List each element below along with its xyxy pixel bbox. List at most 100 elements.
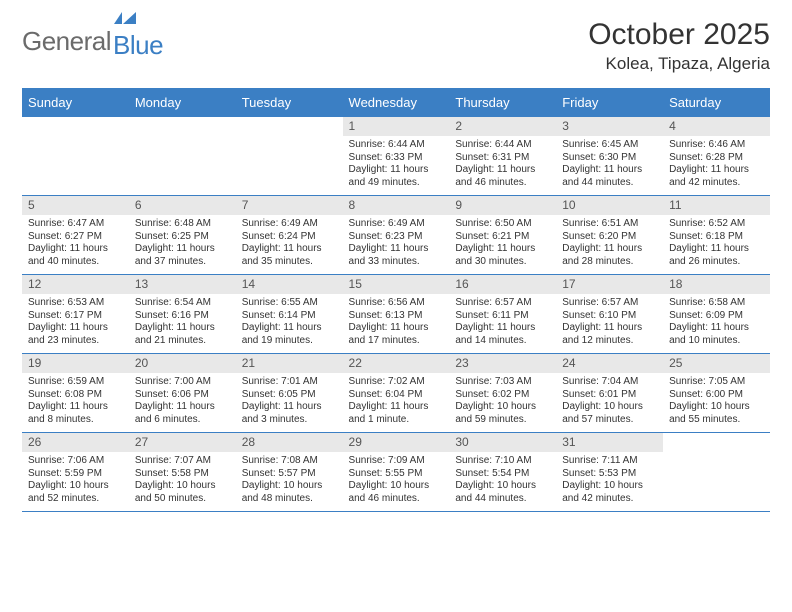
sunset-text: Sunset: 6:00 PM [669,389,764,402]
day-details: Sunrise: 7:04 AMSunset: 6:01 PMDaylight:… [556,373,663,432]
daylight-text: Daylight: 11 hours and 8 minutes. [28,401,123,426]
day-number: 3 [556,117,663,136]
sunrise-text: Sunrise: 6:44 AM [455,139,550,152]
day-number: 9 [449,196,556,215]
sunset-text: Sunset: 6:20 PM [562,231,657,244]
calendar-cell: 17Sunrise: 6:57 AMSunset: 6:10 PMDayligh… [556,275,663,354]
sunset-text: Sunset: 5:54 PM [455,468,550,481]
sunset-text: Sunset: 6:04 PM [349,389,444,402]
daylight-text: Daylight: 10 hours and 50 minutes. [135,480,230,505]
daylight-text: Daylight: 11 hours and 26 minutes. [669,243,764,268]
day-details [22,136,129,194]
sunrise-text: Sunrise: 7:00 AM [135,376,230,389]
daylight-text: Daylight: 11 hours and 21 minutes. [135,322,230,347]
calendar-cell: 2Sunrise: 6:44 AMSunset: 6:31 PMDaylight… [449,116,556,196]
day-details: Sunrise: 6:47 AMSunset: 6:27 PMDaylight:… [22,215,129,274]
day-number: 30 [449,433,556,452]
daylight-text: Daylight: 10 hours and 44 minutes. [455,480,550,505]
location-text: Kolea, Tipaza, Algeria [588,54,770,74]
sunset-text: Sunset: 5:57 PM [242,468,337,481]
day-number: 16 [449,275,556,294]
day-details: Sunrise: 6:49 AMSunset: 6:24 PMDaylight:… [236,215,343,274]
daylight-text: Daylight: 11 hours and 1 minute. [349,401,444,426]
day-number: 26 [22,433,129,452]
calendar-cell-empty [129,116,236,196]
calendar-cell: 22Sunrise: 7:02 AMSunset: 6:04 PMDayligh… [343,354,450,433]
sunrise-text: Sunrise: 6:49 AM [349,218,444,231]
sunset-text: Sunset: 6:18 PM [669,231,764,244]
day-details: Sunrise: 6:49 AMSunset: 6:23 PMDaylight:… [343,215,450,274]
day-number: 22 [343,354,450,373]
sunset-text: Sunset: 6:23 PM [349,231,444,244]
sunset-text: Sunset: 6:05 PM [242,389,337,402]
daylight-text: Daylight: 11 hours and 33 minutes. [349,243,444,268]
calendar-cell: 24Sunrise: 7:04 AMSunset: 6:01 PMDayligh… [556,354,663,433]
sunset-text: Sunset: 6:10 PM [562,310,657,323]
sunrise-text: Sunrise: 6:59 AM [28,376,123,389]
day-number: 15 [343,275,450,294]
daylight-text: Daylight: 11 hours and 3 minutes. [242,401,337,426]
daylight-text: Daylight: 11 hours and 30 minutes. [455,243,550,268]
calendar-cell: 5Sunrise: 6:47 AMSunset: 6:27 PMDaylight… [22,196,129,275]
sunrise-text: Sunrise: 7:10 AM [455,455,550,468]
sunset-text: Sunset: 6:09 PM [669,310,764,323]
calendar-cell: 26Sunrise: 7:06 AMSunset: 5:59 PMDayligh… [22,433,129,512]
day-number: 8 [343,196,450,215]
daylight-text: Daylight: 11 hours and 19 minutes. [242,322,337,347]
day-details [663,452,770,510]
day-number: 23 [449,354,556,373]
day-details: Sunrise: 7:02 AMSunset: 6:04 PMDaylight:… [343,373,450,432]
daylight-text: Daylight: 10 hours and 42 minutes. [562,480,657,505]
sunrise-text: Sunrise: 7:01 AM [242,376,337,389]
sunset-text: Sunset: 5:59 PM [28,468,123,481]
day-number: 14 [236,275,343,294]
sunrise-text: Sunrise: 6:57 AM [455,297,550,310]
daylight-text: Daylight: 11 hours and 6 minutes. [135,401,230,426]
daylight-text: Daylight: 11 hours and 10 minutes. [669,322,764,347]
weekday-row: SundayMondayTuesdayWednesdayThursdayFrid… [22,89,770,116]
day-details: Sunrise: 6:53 AMSunset: 6:17 PMDaylight:… [22,294,129,353]
day-details: Sunrise: 6:55 AMSunset: 6:14 PMDaylight:… [236,294,343,353]
daylight-text: Daylight: 11 hours and 14 minutes. [455,322,550,347]
sunrise-text: Sunrise: 6:54 AM [135,297,230,310]
day-number: 4 [663,117,770,136]
day-details: Sunrise: 6:51 AMSunset: 6:20 PMDaylight:… [556,215,663,274]
daylight-text: Daylight: 11 hours and 44 minutes. [562,164,657,189]
calendar-cell: 28 Sunrise: 7:08 AMSunset: 5:57 PMDayligh… [236,433,343,512]
day-number: 25 [663,354,770,373]
day-number: 28 [236,433,343,452]
calendar-cell: 9Sunrise: 6:50 AMSunset: 6:21 PMDaylight… [449,196,556,275]
day-details: Sunrise: 6:44 AMSunset: 6:31 PMDaylight:… [449,136,556,195]
sunrise-text: Sunrise: 6:53 AM [28,297,123,310]
day-number: 27 [129,433,236,452]
daylight-text: Daylight: 10 hours and 57 minutes. [562,401,657,426]
daylight-text: Daylight: 11 hours and 49 minutes. [349,164,444,189]
daylight-text: Daylight: 11 hours and 40 minutes. [28,243,123,268]
day-number: 20 [129,354,236,373]
day-details: Sunrise: 7:01 AMSunset: 6:05 PMDaylight:… [236,373,343,432]
daylight-text: Daylight: 11 hours and 42 minutes. [669,164,764,189]
daylight-text: Daylight: 10 hours and 48 minutes. [242,480,337,505]
weekday-header: Sunday [22,89,129,116]
day-details: Sunrise: 6:54 AMSunset: 6:16 PMDaylight:… [129,294,236,353]
calendar-cell: 18Sunrise: 6:58 AMSunset: 6:09 PMDayligh… [663,275,770,354]
day-number: 29 [343,433,450,452]
sunset-text: Sunset: 6:13 PM [349,310,444,323]
calendar-cell: 8Sunrise: 6:49 AMSunset: 6:23 PMDaylight… [343,196,450,275]
sunrise-text: Sunrise: 6:47 AM [28,218,123,231]
sunset-text: Sunset: 6:28 PM [669,152,764,165]
sunset-text: Sunset: 6:06 PM [135,389,230,402]
sunset-text: Sunset: 6:31 PM [455,152,550,165]
calendar-cell: 19Sunrise: 6:59 AMSunset: 6:08 PMDayligh… [22,354,129,433]
daylight-text: Daylight: 11 hours and 46 minutes. [455,164,550,189]
sunrise-text: Sunrise: 6:49 AM [242,218,337,231]
day-details: Sunrise: 7:07 AMSunset: 5:58 PMDaylight:… [129,452,236,511]
sunset-text: Sunset: 6:24 PM [242,231,337,244]
sunrise-text: Sunrise: 6:48 AM [135,218,230,231]
calendar-cell: 29Sunrise: 7:09 AMSunset: 5:55 PMDayligh… [343,433,450,512]
calendar-cell: 31Sunrise: 7:11 AMSunset: 5:53 PMDayligh… [556,433,663,512]
weekday-header: Wednesday [343,89,450,116]
calendar-cell: 13Sunrise: 6:54 AMSunset: 6:16 PMDayligh… [129,275,236,354]
sunrise-text: Sunrise: 6:58 AM [669,297,764,310]
sunrise-text: Sunrise: 7:08 AM [242,455,337,468]
